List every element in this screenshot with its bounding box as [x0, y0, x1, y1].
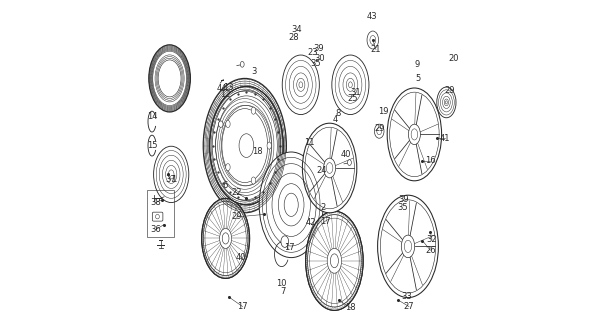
Text: 29: 29 [232, 212, 242, 221]
Ellipse shape [259, 152, 323, 258]
Text: 40: 40 [235, 253, 246, 262]
Text: 5: 5 [415, 74, 420, 83]
Text: 15: 15 [147, 141, 157, 150]
Text: 11: 11 [305, 138, 315, 147]
Ellipse shape [437, 87, 456, 118]
Text: 20: 20 [448, 54, 458, 63]
Ellipse shape [226, 164, 230, 171]
Text: 1: 1 [171, 175, 176, 184]
Text: 35: 35 [310, 59, 320, 68]
Text: 18: 18 [252, 147, 263, 156]
Text: 39: 39 [313, 44, 323, 53]
Ellipse shape [326, 163, 333, 173]
Text: 33: 33 [401, 292, 412, 301]
Ellipse shape [154, 146, 189, 203]
Text: 43: 43 [367, 12, 377, 21]
Text: 18: 18 [345, 303, 356, 312]
Text: 41: 41 [440, 134, 450, 143]
Text: 28: 28 [288, 33, 299, 42]
Ellipse shape [375, 124, 384, 138]
Text: 36: 36 [150, 225, 161, 234]
Text: 24: 24 [316, 166, 327, 175]
Ellipse shape [218, 121, 223, 127]
Ellipse shape [323, 158, 336, 178]
Text: 13: 13 [223, 83, 233, 92]
Text: 14: 14 [147, 112, 157, 121]
Ellipse shape [226, 120, 230, 128]
Ellipse shape [267, 142, 271, 149]
Ellipse shape [378, 195, 438, 298]
Ellipse shape [219, 228, 232, 248]
Text: 34: 34 [292, 25, 302, 34]
Ellipse shape [239, 134, 254, 157]
Ellipse shape [251, 177, 255, 184]
Ellipse shape [330, 254, 339, 268]
Text: 44: 44 [216, 84, 227, 93]
Ellipse shape [302, 123, 357, 213]
Ellipse shape [281, 236, 289, 247]
Text: 22: 22 [231, 188, 241, 197]
Text: 17: 17 [237, 302, 248, 311]
Text: 38: 38 [150, 198, 161, 207]
Ellipse shape [409, 124, 420, 145]
Text: 17: 17 [284, 244, 295, 252]
Ellipse shape [203, 78, 286, 213]
Ellipse shape [240, 61, 244, 67]
Text: 21: 21 [371, 45, 381, 54]
Text: 6: 6 [222, 181, 227, 190]
Text: 25: 25 [348, 94, 358, 103]
Text: 40: 40 [341, 150, 351, 159]
Ellipse shape [387, 88, 441, 181]
Text: 29: 29 [444, 86, 455, 95]
Text: 32: 32 [427, 235, 437, 244]
Text: 2: 2 [320, 204, 325, 212]
Text: 8: 8 [335, 109, 340, 118]
Text: 39: 39 [398, 195, 409, 204]
Text: 35: 35 [397, 203, 408, 212]
Ellipse shape [210, 86, 283, 205]
Text: 37: 37 [165, 175, 176, 184]
Ellipse shape [202, 198, 250, 278]
Ellipse shape [306, 211, 363, 310]
Ellipse shape [327, 248, 342, 273]
Text: 7: 7 [280, 287, 285, 296]
Text: 17: 17 [320, 217, 331, 226]
Text: 10: 10 [277, 279, 287, 288]
Ellipse shape [367, 31, 379, 49]
Ellipse shape [411, 129, 418, 140]
Ellipse shape [401, 235, 415, 258]
Ellipse shape [223, 233, 229, 244]
Ellipse shape [222, 108, 268, 182]
Text: 31: 31 [350, 88, 361, 97]
Ellipse shape [251, 107, 255, 114]
Text: 26: 26 [425, 246, 436, 255]
Text: 12: 12 [219, 90, 230, 99]
Text: 29: 29 [375, 124, 385, 133]
Ellipse shape [348, 160, 351, 165]
Text: 16: 16 [425, 156, 436, 165]
Ellipse shape [404, 240, 412, 252]
Text: 27: 27 [404, 302, 414, 311]
Text: 42: 42 [306, 218, 316, 227]
Ellipse shape [149, 45, 190, 112]
Text: 30: 30 [314, 54, 325, 63]
Text: 4: 4 [333, 116, 338, 124]
Text: 9: 9 [414, 60, 420, 69]
Ellipse shape [158, 60, 181, 97]
Ellipse shape [282, 55, 319, 115]
Text: 3: 3 [252, 68, 257, 76]
Text: 19: 19 [378, 107, 389, 116]
Ellipse shape [332, 55, 369, 115]
Text: 23: 23 [308, 48, 318, 57]
Bar [147, 190, 174, 237]
